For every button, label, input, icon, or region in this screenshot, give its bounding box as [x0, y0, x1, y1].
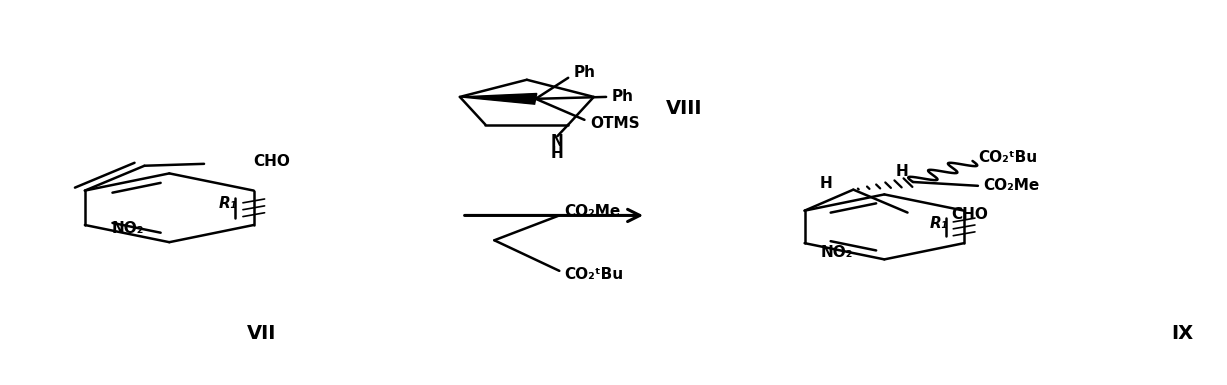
Text: VIII: VIII — [666, 99, 702, 118]
Text: VII: VII — [247, 325, 276, 343]
Text: CHO: CHO — [951, 207, 988, 222]
Text: R₁: R₁ — [930, 216, 947, 231]
Text: CO₂Me: CO₂Me — [983, 178, 1039, 193]
Text: H: H — [896, 164, 908, 179]
Text: OTMS: OTMS — [590, 116, 639, 131]
Text: CO₂Me: CO₂Me — [564, 204, 621, 219]
Text: R₁: R₁ — [220, 196, 238, 211]
Text: CHO: CHO — [253, 154, 290, 169]
Polygon shape — [460, 94, 536, 104]
Text: CO₂ᵗBu: CO₂ᵗBu — [978, 150, 1037, 165]
Text: N: N — [551, 134, 563, 149]
Text: H: H — [820, 176, 833, 191]
Text: NO₂: NO₂ — [821, 245, 853, 260]
Text: Ph: Ph — [611, 89, 633, 104]
Text: CO₂ᵗBu: CO₂ᵗBu — [564, 267, 623, 282]
Text: NO₂: NO₂ — [112, 221, 145, 236]
Text: H: H — [551, 146, 563, 161]
Text: Ph: Ph — [573, 65, 595, 80]
Text: IX: IX — [1172, 325, 1194, 343]
